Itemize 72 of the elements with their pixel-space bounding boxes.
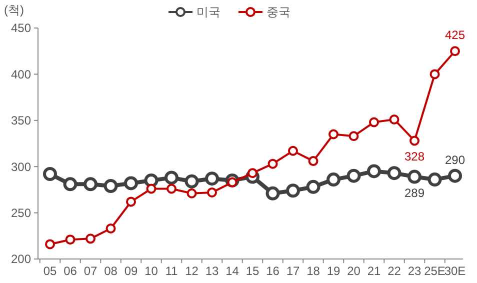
- x-tick-label: 15: [246, 264, 260, 278]
- data-label: 425: [444, 28, 466, 42]
- point: [184, 174, 199, 188]
- point: [124, 176, 138, 190]
- point: [348, 131, 359, 142]
- x-tick-label: 10: [144, 264, 158, 278]
- point: [326, 172, 340, 187]
- legend-label: 미국: [196, 5, 220, 20]
- point: [367, 164, 381, 178]
- x-tick-label: 20: [347, 264, 361, 278]
- x-tick-label: 14: [226, 264, 240, 278]
- x-tick-label: 17: [286, 264, 300, 278]
- y-tick-label: 400: [10, 67, 32, 82]
- point: [346, 168, 361, 183]
- x-tick-label: 18: [306, 264, 320, 278]
- point: [45, 239, 55, 250]
- point: [387, 166, 402, 180]
- y-tick-label: 450: [10, 21, 32, 36]
- point: [126, 196, 136, 207]
- point: [266, 186, 280, 200]
- point: [286, 184, 300, 198]
- point: [410, 136, 420, 146]
- x-tick-label: 23: [408, 264, 422, 278]
- x-tick-label: 12: [185, 264, 199, 278]
- point: [84, 177, 98, 192]
- point: [306, 180, 320, 194]
- point: [428, 172, 442, 187]
- point: [43, 166, 57, 181]
- point: [207, 187, 217, 198]
- point: [86, 234, 96, 244]
- point: [186, 188, 197, 198]
- x-tick-label: 21: [367, 264, 381, 278]
- point: [166, 184, 176, 194]
- data-label: 290: [444, 152, 466, 167]
- y-tick-label: 200: [10, 252, 32, 266]
- point: [288, 146, 298, 156]
- y-axis-title: (척): [4, 3, 24, 17]
- point: [144, 173, 158, 188]
- x-tick-label: 07: [84, 264, 98, 278]
- point: [146, 184, 156, 194]
- data-label: 328: [404, 150, 425, 164]
- x-tick-label: 30E: [444, 264, 466, 278]
- x-tick-label: 09: [124, 264, 138, 278]
- x-tick-label: 25E: [424, 264, 446, 278]
- x-tick-label: 13: [205, 264, 219, 278]
- x-tick-label: 16: [266, 264, 280, 278]
- data-label: 289: [404, 186, 425, 200]
- point: [106, 224, 116, 234]
- point: [369, 117, 379, 128]
- x-tick-label: 05: [43, 264, 57, 278]
- y-tick-label: 300: [10, 160, 32, 174]
- point: [104, 179, 118, 194]
- point: [408, 170, 422, 184]
- point: [65, 234, 76, 245]
- point: [389, 114, 400, 124]
- x-tick-label: 11: [165, 264, 178, 278]
- y-tick-label: 350: [10, 114, 32, 128]
- point: [430, 69, 440, 80]
- point: [268, 158, 278, 169]
- point: [63, 177, 78, 192]
- x-tick-label: 06: [64, 264, 78, 278]
- point: [448, 168, 462, 183]
- point: [164, 170, 178, 185]
- x-tick-label: 19: [326, 264, 340, 278]
- point: [450, 46, 460, 56]
- x-tick-label: 22: [388, 264, 402, 278]
- legend-label: 중국: [266, 5, 290, 20]
- x-tick-label: 08: [104, 264, 118, 278]
- point: [328, 129, 338, 140]
- point: [308, 156, 318, 166]
- point: [205, 172, 219, 186]
- y-tick-label: 250: [10, 206, 32, 220]
